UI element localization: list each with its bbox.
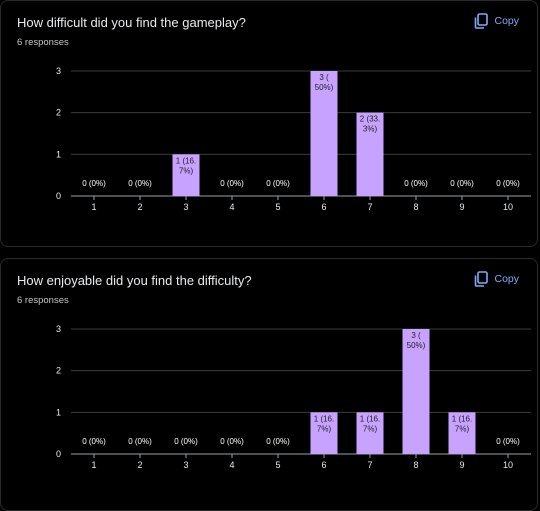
x-tick-label: 3 <box>183 460 188 470</box>
copy-label: Copy <box>494 273 519 285</box>
bar-chart: 0 1 2 3 1 0 (0%) 2 0 (0%) 3 1 (16. 7%) 4 0 (0%) 5 0 (0… <box>56 66 531 212</box>
question-title: How difficult did you find the gameplay? <box>17 15 246 30</box>
data-label: 0 (0%) <box>220 437 244 446</box>
y-tick-label: 3 <box>56 66 61 76</box>
data-label: 0 (0%) <box>404 179 428 188</box>
x-tick-label: 3 <box>183 202 188 212</box>
copy-button[interactable]: Copy <box>474 269 519 289</box>
y-tick-label: 1 <box>56 149 61 159</box>
data-label: 0 (0%) <box>496 437 520 446</box>
data-label: 0 (0%) <box>82 179 106 188</box>
response-count: 6 responses <box>17 37 69 48</box>
copy-icon <box>475 271 489 287</box>
data-label: 0 (0%) <box>128 179 152 188</box>
data-label: 0 (0%) <box>450 179 474 188</box>
data-label: 0 (0%) <box>128 437 152 446</box>
data-label: 1 (16. 7%) <box>176 156 196 175</box>
x-tick-label: 9 <box>459 460 464 470</box>
y-tick-label: 0 <box>56 191 61 201</box>
x-tick-label: 7 <box>367 460 372 470</box>
y-tick-label: 3 <box>56 324 61 334</box>
bar <box>310 412 338 454</box>
data-label: 0 (0%) <box>220 179 244 188</box>
x-tick-label: 6 <box>321 460 326 470</box>
x-tick-label: 4 <box>229 460 234 470</box>
data-label: 0 (0%) <box>82 437 106 446</box>
question-card-enjoyment: How enjoyable did you find the difficult… <box>0 258 538 511</box>
x-tick-label: 1 <box>91 202 96 212</box>
x-tick-label: 8 <box>413 202 418 212</box>
x-tick-label: 2 <box>137 460 142 470</box>
data-label: 0 (0%) <box>174 437 198 446</box>
data-label: 0 (0%) <box>496 179 520 188</box>
x-tick-label: 10 <box>503 202 513 212</box>
data-label: 0 (0%) <box>266 437 290 446</box>
question-title: How enjoyable did you find the difficult… <box>17 273 252 288</box>
bar <box>356 412 384 454</box>
y-tick-label: 2 <box>56 366 61 376</box>
bar <box>402 329 430 454</box>
response-count: 6 responses <box>17 295 69 306</box>
y-tick-label: 1 <box>56 407 61 417</box>
x-tick-label: 9 <box>459 202 464 212</box>
y-tick-label: 0 <box>56 449 61 459</box>
copy-label: Copy <box>494 15 519 27</box>
bar <box>448 412 476 454</box>
copy-button[interactable]: Copy <box>474 11 519 31</box>
bar <box>356 112 384 196</box>
x-tick-label: 4 <box>229 202 234 212</box>
x-tick-label: 10 <box>503 460 513 470</box>
data-label: 1 (16. 7%) <box>314 414 334 433</box>
x-tick-label: 2 <box>137 202 142 212</box>
bar <box>172 154 200 196</box>
data-label: 1 (16. 7%) <box>452 414 472 433</box>
bar <box>310 71 338 196</box>
data-label: 3 (50%) <box>407 331 426 350</box>
x-tick-label: 6 <box>321 202 326 212</box>
x-tick-label: 1 <box>91 460 96 470</box>
x-tick-label: 5 <box>275 202 280 212</box>
x-tick-label: 5 <box>275 460 280 470</box>
x-tick-label: 8 <box>413 460 418 470</box>
data-label: 0 (0%) <box>266 179 290 188</box>
data-label: 1 (16. 7%) <box>360 414 380 433</box>
data-label: 3 (50%) <box>315 73 334 92</box>
data-label: 2 (33. 3%) <box>360 115 380 134</box>
copy-icon <box>475 13 489 29</box>
question-card-difficulty: How difficult did you find the gameplay?… <box>0 0 538 247</box>
x-tick-label: 7 <box>367 202 372 212</box>
bar-chart: 0 1 2 3 1 0 (0%) 2 0 (0%) 3 0 (0%) 4 0 (0%) 5 0 (0%) 6… <box>56 324 531 470</box>
y-tick-label: 2 <box>56 108 61 118</box>
